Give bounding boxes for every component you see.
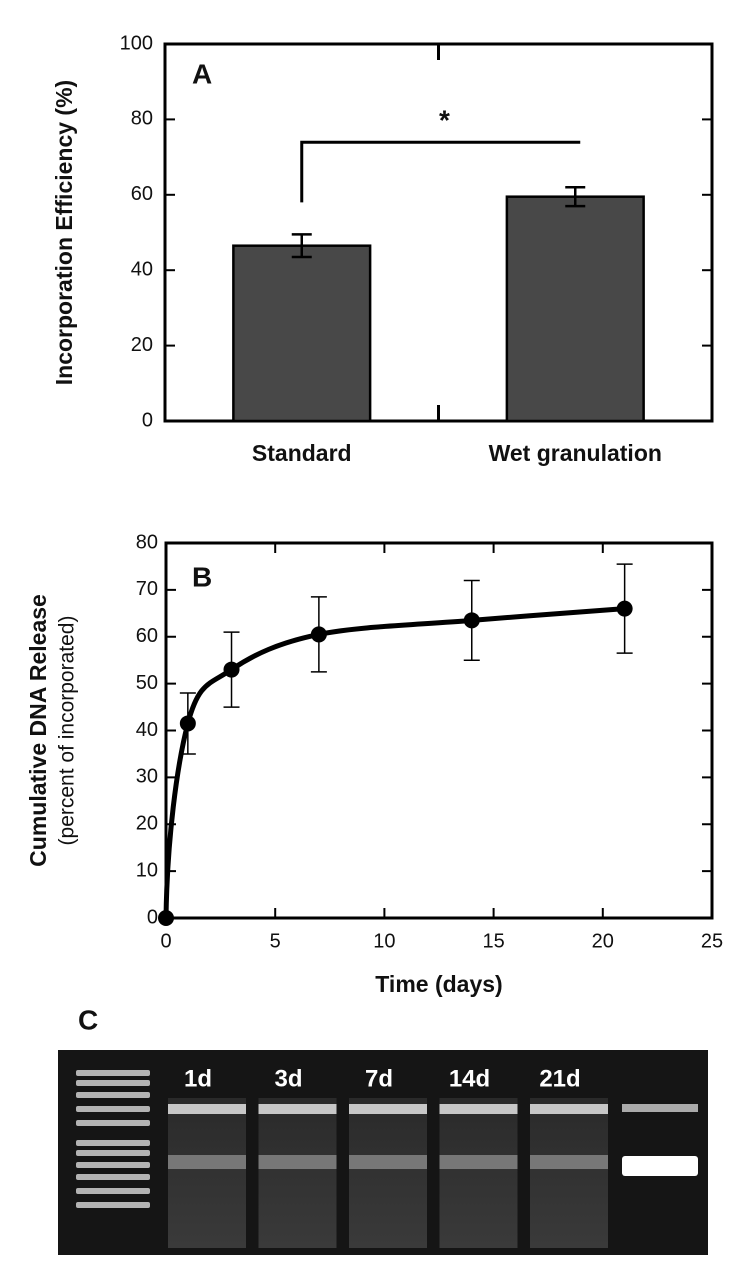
plot-frame [164, 541, 714, 920]
band [349, 1104, 427, 1114]
lane [258, 1098, 337, 1248]
data-point [158, 910, 174, 926]
y-tick-label: 0 [147, 906, 158, 928]
ladder-band [76, 1106, 150, 1112]
band [258, 1104, 337, 1114]
ladder-band [76, 1070, 150, 1076]
y-tick-label: 40 [136, 719, 158, 741]
band [349, 1155, 427, 1169]
band [530, 1155, 608, 1169]
y-tick-label: 30 [136, 766, 158, 788]
y-axis-sublabel: (percent of incorporated) [56, 616, 79, 846]
release-curve [163, 606, 625, 919]
y-tick-label: 0 [142, 409, 153, 431]
ladder-band [76, 1174, 150, 1180]
ladder-band [76, 1080, 150, 1086]
panel-label: C [78, 1004, 98, 1035]
y-axis-label: Cumulative DNA Release [25, 594, 51, 867]
x-tick-label: 10 [373, 930, 395, 952]
data-point [179, 715, 196, 732]
ladder-band [76, 1092, 150, 1098]
data-point [310, 626, 327, 643]
y-tick-label: 10 [136, 859, 158, 881]
annotation: * [439, 105, 450, 136]
lane-label: 7d [365, 1065, 393, 1092]
ladder-band [76, 1140, 150, 1146]
lane-label: 14d [449, 1065, 490, 1092]
band [439, 1155, 518, 1169]
lane [168, 1098, 246, 1248]
lane-label: 21d [539, 1065, 580, 1092]
band [168, 1155, 246, 1169]
bar [232, 244, 372, 423]
y-tick-label: 20 [136, 813, 158, 835]
band [622, 1104, 698, 1112]
x-tick-label: 25 [701, 930, 723, 952]
data-point [223, 661, 240, 678]
y-tick-label: 100 [120, 32, 153, 54]
error-bar [565, 186, 586, 208]
y-tick-label: 80 [136, 531, 158, 553]
x-tick-label: 15 [482, 930, 504, 952]
y-tick-label: 40 [131, 258, 153, 280]
band [168, 1104, 246, 1114]
panel-label: B [192, 561, 212, 592]
ladder-band [76, 1202, 150, 1208]
data-point [463, 612, 480, 629]
ladder-band [76, 1120, 150, 1126]
lane [439, 1098, 518, 1248]
significance-bracket [300, 140, 581, 203]
x-tick-label: 5 [270, 930, 281, 952]
y-tick-label: 80 [131, 108, 153, 130]
x-axis-label: Time (days) [375, 971, 502, 997]
x-tick-label: 20 [592, 930, 614, 952]
x-tick-label: Wet granulation [489, 440, 662, 466]
band [258, 1155, 337, 1169]
x-tick-label: Standard [252, 440, 352, 466]
y-axis-label: Incorporation Efficiency (%) [51, 80, 77, 385]
y-tick-label: 50 [136, 672, 158, 694]
y-tick-label: 70 [136, 578, 158, 600]
lane [349, 1098, 427, 1248]
y-tick-label: 20 [131, 334, 153, 356]
data-point [616, 600, 633, 617]
lane-label: 3d [274, 1065, 302, 1092]
error-bar [291, 233, 312, 259]
lane [530, 1098, 608, 1248]
band [530, 1104, 608, 1114]
y-tick-label: 60 [131, 183, 153, 205]
panel-label: A [192, 58, 212, 89]
ladder-band [76, 1162, 150, 1168]
ladder-band [76, 1150, 150, 1156]
bar [505, 195, 645, 423]
ladder-band [76, 1188, 150, 1194]
y-tick-label: 60 [136, 625, 158, 647]
band [439, 1104, 518, 1114]
lane-label: 1d [184, 1065, 212, 1092]
x-tick-label: 0 [160, 930, 171, 952]
band [622, 1156, 698, 1176]
